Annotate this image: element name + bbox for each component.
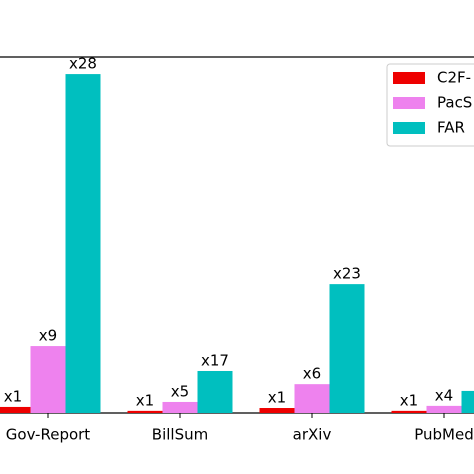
bar	[127, 410, 163, 413]
bar	[65, 74, 101, 413]
data-label: x5	[171, 382, 189, 400]
bar	[391, 410, 427, 413]
bar	[30, 346, 66, 413]
bar	[426, 405, 462, 413]
bar	[294, 384, 330, 413]
legend-label: FAR	[437, 119, 465, 137]
data-label: x1	[136, 391, 154, 409]
legend-swatch	[393, 72, 425, 84]
x-tick-label: PubMed	[414, 426, 474, 444]
legend-label: C2F-	[437, 69, 471, 87]
data-label: x28	[69, 55, 97, 73]
bar	[259, 408, 295, 413]
legend-swatch	[393, 122, 425, 134]
legend-label: PacS	[437, 94, 472, 112]
data-label: x6	[303, 365, 321, 383]
data-label: x1	[4, 387, 22, 405]
data-label: x23	[333, 265, 361, 283]
data-label: x9	[39, 327, 57, 345]
x-tick-label: arXiv	[293, 426, 332, 444]
data-label: x4	[435, 386, 453, 404]
x-tick-label: Gov-Report	[6, 426, 91, 444]
data-label: x17	[201, 351, 229, 369]
bar	[197, 370, 233, 413]
data-label: x1	[400, 391, 418, 409]
data-label: x1	[268, 389, 286, 407]
legend-swatch	[393, 97, 425, 109]
bar	[329, 284, 365, 413]
x-tick-label: BillSum	[152, 426, 208, 444]
bar	[162, 401, 198, 413]
bar	[0, 406, 31, 413]
bar	[461, 390, 474, 413]
